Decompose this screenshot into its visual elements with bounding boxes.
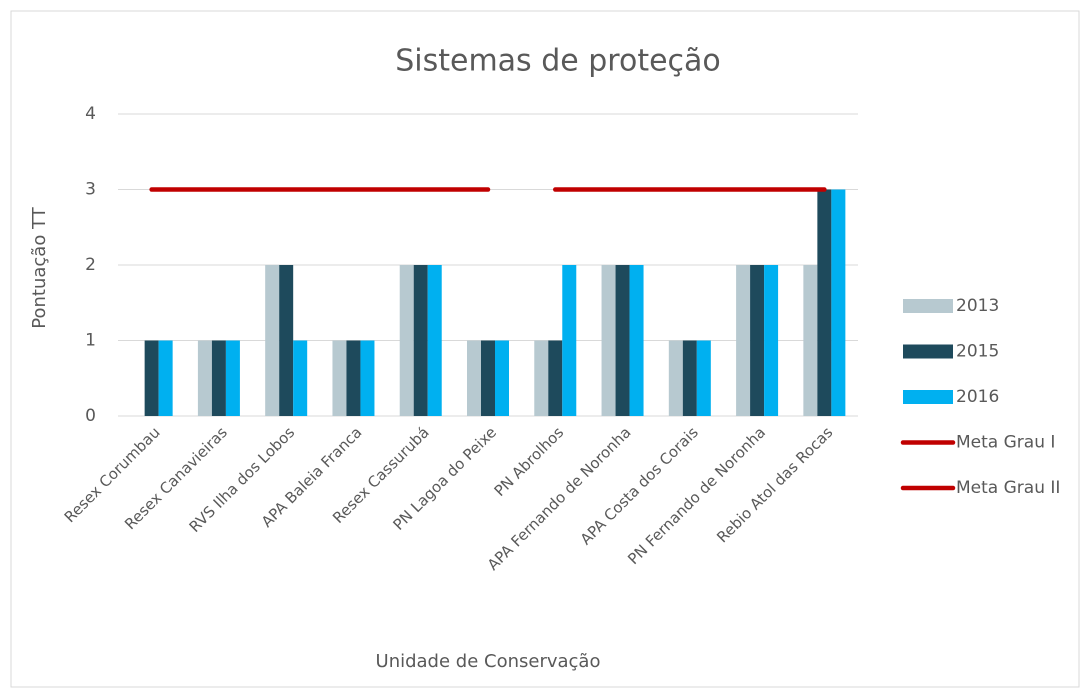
bar	[211, 340, 226, 416]
bar	[144, 340, 159, 416]
bar	[346, 340, 361, 416]
bar	[764, 265, 779, 416]
bar	[467, 340, 481, 416]
bar	[279, 265, 294, 416]
bar	[629, 265, 644, 416]
bar	[495, 340, 509, 416]
legend-label: Meta Grau II	[956, 478, 1060, 498]
legend-swatch	[903, 390, 953, 404]
bar	[399, 265, 414, 416]
legend-label: 2013	[956, 296, 999, 316]
bar	[360, 340, 375, 416]
chart-title: Sistemas de proteção	[395, 44, 721, 79]
bar	[817, 189, 832, 416]
bar	[265, 265, 280, 416]
bar	[225, 340, 240, 416]
bar	[696, 340, 711, 416]
bar	[293, 340, 308, 416]
bar	[615, 265, 630, 416]
bar	[413, 265, 428, 416]
legend-label: Meta Grau I	[956, 433, 1055, 453]
bar	[803, 265, 818, 416]
bar	[158, 340, 173, 416]
y-tick-label: 3	[85, 180, 96, 200]
bar	[548, 340, 563, 416]
y-tick-label: 0	[85, 406, 96, 426]
bar	[562, 265, 577, 416]
bar	[427, 265, 442, 416]
bar	[682, 340, 697, 416]
legend-label: 2016	[956, 387, 999, 407]
y-tick-label: 1	[85, 331, 96, 351]
y-axis-title: Pontuação TT	[29, 206, 50, 328]
bar	[668, 340, 683, 416]
bar	[736, 265, 751, 416]
bar	[534, 340, 549, 416]
y-tick-label: 4	[85, 104, 96, 124]
y-tick-label: 2	[85, 255, 96, 275]
bar	[197, 340, 212, 416]
legend-swatch	[903, 299, 953, 313]
bar	[750, 265, 765, 416]
legend-label: 2015	[956, 342, 999, 362]
bar	[601, 265, 616, 416]
bar	[831, 189, 846, 416]
bar	[332, 340, 347, 416]
x-axis-title: Unidade de Conservação	[376, 651, 601, 672]
legend-swatch	[903, 344, 953, 359]
bar	[481, 340, 495, 416]
